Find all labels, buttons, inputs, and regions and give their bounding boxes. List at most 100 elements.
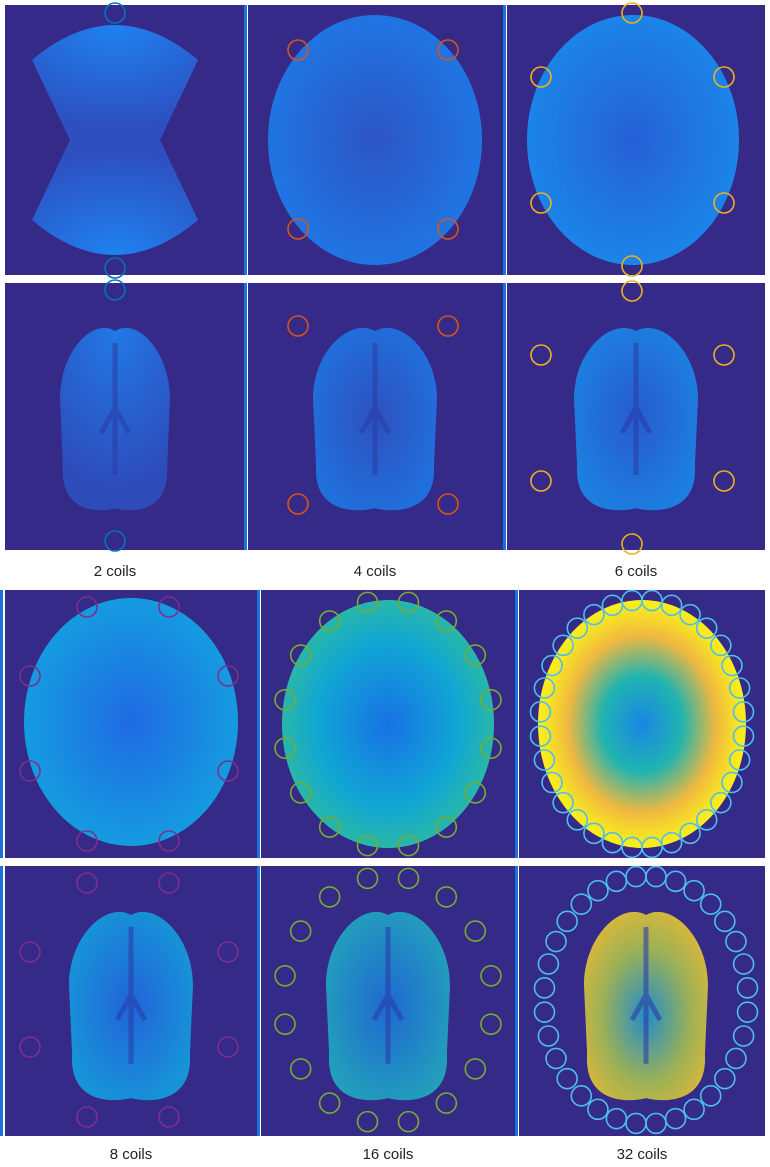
sensitivity-map — [24, 598, 238, 846]
coil — [464, 920, 487, 942]
separator — [0, 590, 3, 858]
coil — [76, 596, 98, 618]
coil — [435, 886, 458, 908]
coil — [736, 1001, 759, 1023]
coil — [217, 665, 239, 687]
coil — [356, 834, 379, 857]
coil — [570, 1085, 593, 1107]
caption: 6 coils — [615, 563, 658, 580]
coil — [530, 66, 552, 88]
coil — [552, 634, 574, 657]
coil — [287, 39, 309, 61]
coil — [289, 1058, 312, 1080]
coil — [397, 1110, 420, 1133]
coil — [552, 791, 574, 814]
coil — [397, 834, 420, 857]
coil — [19, 941, 41, 963]
coil — [480, 1013, 502, 1035]
coil — [721, 654, 743, 677]
coil — [714, 1067, 736, 1090]
separator — [503, 283, 506, 550]
coil — [530, 470, 552, 492]
sensitivity-map — [282, 600, 494, 848]
coil — [318, 816, 341, 838]
coil — [587, 879, 609, 902]
coil — [732, 1025, 755, 1047]
coil — [397, 591, 420, 614]
coil — [621, 280, 643, 302]
coil — [583, 822, 605, 845]
coil — [541, 654, 563, 677]
coil — [480, 965, 502, 987]
coil — [435, 610, 458, 632]
coil — [728, 749, 751, 771]
coil — [570, 893, 593, 915]
coil — [287, 218, 309, 240]
coil — [318, 886, 341, 908]
coil — [217, 1036, 239, 1058]
coil — [529, 725, 552, 747]
coil — [464, 782, 487, 804]
coil — [287, 493, 309, 515]
coil — [736, 977, 759, 999]
coil — [566, 617, 589, 639]
sensitivity-lobe — [32, 140, 198, 255]
coil — [601, 831, 624, 854]
coil — [480, 689, 502, 711]
coil — [679, 603, 701, 626]
coil — [356, 1110, 379, 1133]
coil — [713, 344, 735, 366]
coil — [556, 910, 578, 933]
coil — [480, 737, 502, 759]
coil — [158, 596, 180, 618]
coil — [437, 39, 459, 61]
coil — [289, 782, 312, 804]
coil — [104, 530, 126, 552]
coil — [621, 255, 643, 277]
coil — [725, 1047, 747, 1070]
coil — [583, 603, 605, 626]
coil — [217, 760, 239, 782]
coil — [695, 809, 718, 831]
coil — [699, 893, 722, 915]
brain-midline — [371, 927, 405, 1064]
coil — [695, 617, 718, 639]
coil — [19, 760, 41, 782]
coil — [19, 1036, 41, 1058]
coil — [683, 1098, 705, 1121]
coil — [713, 192, 735, 214]
coil — [605, 1107, 628, 1130]
brain-midline — [98, 343, 132, 475]
coil — [679, 822, 701, 845]
brain-midline — [619, 343, 653, 475]
coil — [76, 830, 98, 852]
coil — [732, 953, 755, 975]
coil — [660, 594, 683, 617]
coil — [537, 1025, 560, 1047]
coil — [76, 1106, 98, 1128]
separator — [257, 866, 260, 1136]
coil — [529, 701, 552, 723]
coil — [732, 701, 755, 723]
coil — [664, 870, 687, 893]
coil — [545, 930, 567, 953]
coil — [533, 749, 556, 771]
caption: 4 coils — [354, 563, 397, 580]
coil — [104, 279, 126, 301]
sensitivity-map — [538, 600, 746, 848]
separator — [503, 5, 506, 275]
separator — [257, 590, 260, 858]
coil — [274, 689, 296, 711]
coil — [464, 644, 487, 666]
coil — [699, 1085, 722, 1107]
coil — [19, 665, 41, 687]
coil — [464, 1058, 487, 1080]
separator — [244, 283, 247, 550]
coil — [435, 1092, 458, 1114]
coil — [530, 192, 552, 214]
coil — [318, 610, 341, 632]
coil — [533, 677, 556, 699]
sensitivity-map — [527, 15, 739, 265]
separator — [515, 866, 518, 1136]
